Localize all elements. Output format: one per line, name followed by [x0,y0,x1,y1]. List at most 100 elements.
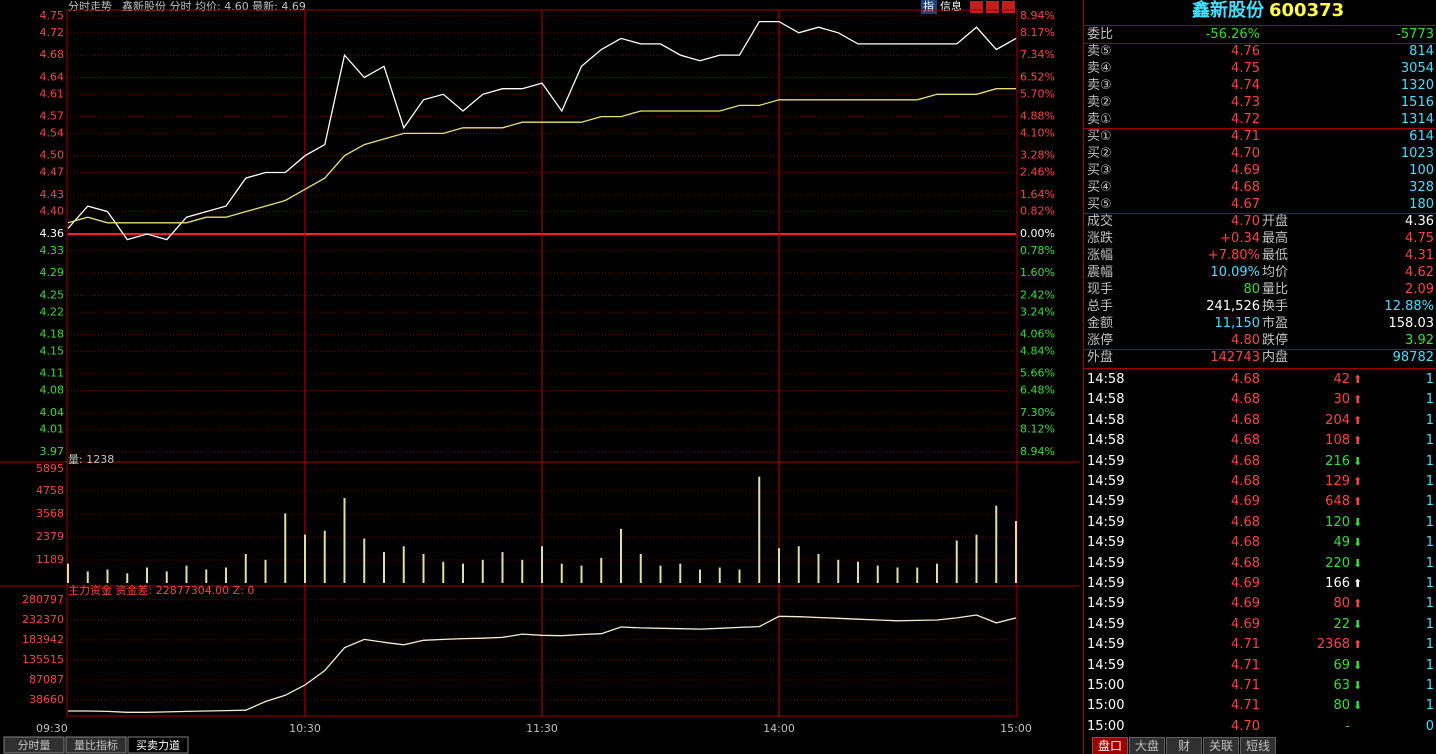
line [67,88,1016,224]
quote-cell: 涨停 [1087,333,1114,348]
quote-cell[interactable]: 短线 [1240,737,1276,754]
quote-cell: 14:58 [1087,433,1125,449]
tab[interactable]: 买卖力道 [127,736,189,754]
x-tick-label: 14:00 [763,722,795,735]
quote-cell[interactable]: 财 [1166,737,1202,754]
tab[interactable]: 分时量 [3,736,65,754]
quote-cell: 10.09% [1210,265,1260,280]
y-tick-label: 4.11 [40,367,65,380]
pct-label: 3.28% [1020,149,1055,162]
toolbar-label[interactable]: 信息 [940,0,962,13]
bar [817,553,820,583]
quote-cell: 4.71 [1231,129,1260,144]
y-tick-label: 4.22 [40,305,65,318]
quote-cell: 3.92 [1405,333,1434,348]
tab-label: 分时量 [18,739,51,752]
quote-cell: 4.68 [1231,412,1260,428]
quote-cell: 14:59 [1087,494,1125,510]
separator [1084,43,1436,44]
bar [580,565,583,583]
quote-cell: 1 [1425,657,1434,673]
bar [343,497,346,583]
bar [916,567,919,583]
bar [797,546,800,583]
quote-cell: 1 [1425,698,1434,714]
tab[interactable]: 量比指标 [65,736,127,754]
y-tick-label: 280797 [22,593,64,606]
bar [995,505,998,583]
bar [67,563,69,583]
quote-cell: 买⑤ [1087,197,1112,212]
quote-cell: 1314 [1400,112,1434,127]
quote-cell: 14:59 [1087,657,1125,673]
quote-cell[interactable]: 盘口 [1092,737,1128,754]
quote-cell: 180 [1409,197,1434,212]
bar [323,530,326,583]
y-tick-label: 4.40 [40,205,65,218]
quote-cell: 14:58 [1087,412,1125,428]
quote-cell: 量比 [1262,282,1289,297]
chart-area: 分时走势 鑫新股份 分时 均价: 4.60 最新: 4.69 指 信息 量: 1… [0,0,1080,754]
bar [1015,521,1017,583]
quote-cell: 14:59 [1087,514,1125,530]
y-tick-label: 4.50 [40,149,65,162]
quote-cell: 120 [1325,514,1350,530]
bar [699,569,701,583]
chart-name: 分时走势 [68,0,112,13]
bar [600,557,603,583]
y-tick-label: 38660 [29,693,64,706]
quote-cell: 市盈 [1262,316,1289,331]
quote-cell: 328 [1409,180,1434,195]
quote-cell: 4.76 [1231,44,1260,59]
quote-cell: 买④ [1087,180,1112,195]
quote-cell: 卖③ [1087,78,1112,93]
quote-cell: 委比 [1087,27,1114,42]
quote-cell: 14:59 [1087,474,1125,489]
y-tick-label: 135515 [22,653,64,666]
quote-cell[interactable]: 大盘 [1129,737,1165,754]
pct-label: 5.70% [1020,87,1055,100]
pct-label: 7.34% [1020,48,1055,61]
quote-cell: 1 [1425,474,1434,489]
tab-label: 买卖力道 [136,738,180,752]
quote-cell: 4.71 [1231,678,1260,693]
quote-cell: 4.68 [1231,474,1260,489]
quote-cell: 15:00 [1087,698,1125,714]
quote-cell: 1 [1425,576,1434,591]
separator [1084,213,1436,214]
quote-cell: 最高 [1262,231,1289,246]
trade-arrow: ⬇ [1353,658,1363,672]
quote-cell: 14:59 [1087,535,1125,551]
y-tick-label: 4.47 [40,166,65,179]
y-tick-label: 4.18 [40,328,65,341]
quote-cell[interactable]: 关联 [1203,737,1239,754]
quote-cell: 4.69 [1231,616,1260,632]
quote-cell: 42 [1333,372,1350,387]
quote-cell: 1320 [1400,78,1434,93]
quote-cell: 开盘 [1262,214,1289,229]
bar [165,571,168,583]
trade-arrow: ⬇ [1353,536,1363,550]
bar [383,552,385,583]
trade-arrow: ⬆ [1353,373,1363,386]
quote-cell: 1516 [1400,95,1434,110]
trade-arrow: ⬆ [1353,577,1363,590]
tab-bg [127,736,189,754]
quote-cell: 1 [1425,433,1434,449]
bar [936,563,938,583]
y-tick-label: 4.43 [40,188,65,201]
trade-arrow: ⬇ [1353,454,1363,468]
quote-cell: 卖① [1087,112,1112,127]
window-button[interactable] [970,1,983,13]
bar [857,561,859,583]
x-tick-label: 10:30 [289,722,321,735]
quote-cell: 2.09 [1405,282,1434,297]
pct-label: 6.52% [1020,70,1055,83]
window-button[interactable] [986,1,999,13]
bar [481,559,484,583]
quote-cell: 总手 [1087,299,1114,314]
bar [225,567,227,583]
quote-cell: 现手 [1087,282,1114,297]
quote-cell: 卖⑤ [1087,44,1112,59]
window-button[interactable] [1002,1,1015,13]
